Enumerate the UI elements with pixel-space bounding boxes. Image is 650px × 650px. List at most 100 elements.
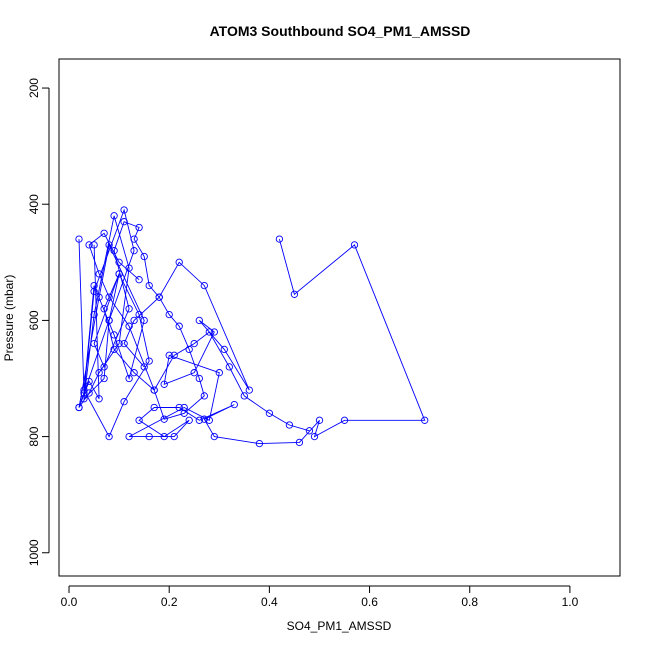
data-point (220, 345, 228, 354)
data-point (200, 392, 208, 400)
data-point (185, 416, 193, 424)
data-point (145, 432, 153, 441)
y-tick-label: 400 (27, 194, 41, 214)
y-tick-label: 200 (27, 78, 41, 98)
data-point (125, 264, 133, 272)
data-point (100, 305, 108, 313)
series-line (123, 238, 426, 445)
data-point (245, 386, 253, 394)
y-tick-label: 1000 (27, 539, 41, 566)
data-point (95, 395, 103, 403)
data-point (110, 247, 118, 255)
data-point (135, 223, 143, 232)
data-point (305, 427, 314, 435)
data-point (75, 403, 83, 412)
data-point (130, 316, 138, 325)
clip-group (75, 206, 429, 448)
data-point (105, 432, 113, 441)
data-point (150, 403, 158, 412)
x-tick-label: 1.0 (562, 595, 579, 609)
data-point (115, 270, 123, 278)
x-tick-label: 0.2 (161, 595, 178, 609)
data-point (265, 409, 274, 417)
data-point (145, 357, 153, 365)
data-point (110, 331, 118, 339)
data-point (135, 416, 143, 424)
data-point (350, 241, 359, 249)
data-point (115, 339, 123, 348)
data-point (135, 310, 143, 319)
data-point (160, 380, 168, 388)
data-point (130, 247, 138, 255)
data-point (75, 235, 83, 243)
data-point (200, 415, 208, 423)
data-point (215, 369, 223, 377)
data-point (160, 415, 168, 423)
data-point (155, 293, 163, 301)
data-point (170, 432, 178, 441)
series-line (78, 221, 310, 432)
data-point (115, 258, 123, 266)
chart-title: ATOM3 Southbound SO4_PM1_AMSSD (210, 23, 471, 39)
data-point (140, 316, 148, 325)
data-point (100, 229, 108, 237)
data-point (85, 377, 93, 386)
data-point (130, 235, 138, 243)
data-point (90, 310, 98, 319)
data-point (180, 403, 188, 412)
data-point (85, 241, 93, 249)
series-line (78, 208, 155, 438)
data-point (120, 218, 128, 226)
data-point (185, 345, 193, 354)
plot-border (58, 58, 621, 577)
data-point (90, 281, 98, 290)
data-point (140, 363, 148, 371)
data-point (175, 322, 183, 330)
data-point (285, 421, 294, 429)
x-tick-label: 0.6 (361, 595, 378, 609)
data-point (175, 258, 183, 266)
data-point (295, 438, 304, 447)
data-point (105, 241, 113, 249)
data-point (120, 339, 128, 348)
data-point (95, 270, 103, 278)
data-point (110, 212, 118, 220)
data-point (240, 392, 248, 400)
data-point (120, 206, 128, 214)
data-point (100, 374, 108, 383)
data-point (275, 235, 284, 243)
data-point (105, 293, 113, 301)
data-point (125, 322, 133, 330)
data-point (205, 328, 213, 336)
data-point (125, 374, 133, 383)
data-point (170, 351, 178, 359)
data-point (135, 276, 143, 284)
y-axis-label: Pressure (mbar) (2, 275, 16, 362)
data-point (255, 439, 264, 448)
data-point (165, 310, 173, 319)
data-point (421, 416, 429, 424)
data-point (130, 369, 138, 377)
x-tick-label: 0.8 (461, 595, 478, 609)
data-point (160, 432, 168, 441)
data-point (90, 339, 98, 348)
data-point (120, 398, 128, 406)
data-point (80, 389, 88, 397)
data-point (125, 305, 133, 313)
data-point (290, 290, 299, 298)
data-point (95, 369, 103, 377)
data-point (165, 351, 173, 359)
data-point (195, 374, 203, 383)
data-point (315, 416, 324, 424)
data-point (90, 241, 98, 249)
data-point (100, 363, 108, 371)
data-point (205, 416, 213, 424)
data-point (140, 252, 148, 261)
data-point (210, 328, 218, 336)
x-axis: 0.0 0.2 0.4 0.6 0.8 1.0 (61, 585, 579, 609)
data-point (125, 432, 133, 441)
data-point (210, 432, 218, 441)
x-tick-label: 0.0 (61, 595, 78, 609)
y-axis: 200 400 600 800 1000 (27, 78, 50, 566)
